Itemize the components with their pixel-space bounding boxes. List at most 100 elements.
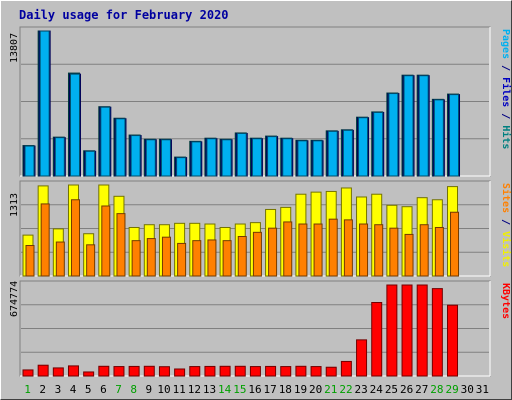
bar-sites-day-17 bbox=[268, 227, 278, 277]
bar-kbytes-day-4 bbox=[67, 365, 79, 377]
day-label-28: 28 bbox=[430, 383, 443, 396]
bar-sites-day-3 bbox=[55, 241, 65, 277]
bar-pages-day-22 bbox=[342, 129, 353, 177]
bar-sites-day-26 bbox=[404, 233, 414, 277]
bar-kbytes-day-7 bbox=[113, 366, 125, 377]
bar-pages-day-28 bbox=[433, 99, 444, 177]
bar-pages-day-13 bbox=[206, 138, 217, 177]
bar-pages-day-5 bbox=[85, 150, 96, 177]
bar-sites-day-6 bbox=[101, 205, 111, 277]
bar-kbytes-day-26 bbox=[401, 284, 413, 377]
bar-kbytes-day-8 bbox=[128, 365, 140, 377]
bar-sites-day-12 bbox=[192, 240, 202, 277]
day-label-2: 2 bbox=[39, 383, 46, 396]
bar-sites-day-9 bbox=[146, 238, 156, 277]
bar-kbytes-day-19 bbox=[295, 365, 307, 377]
bar-sites-day-25 bbox=[389, 227, 399, 277]
day-label-23: 23 bbox=[355, 383, 368, 396]
day-label-20: 20 bbox=[309, 383, 322, 396]
day-label-13: 13 bbox=[203, 383, 216, 396]
bar-sites-day-8 bbox=[131, 240, 141, 277]
bar-sites-day-20 bbox=[313, 223, 323, 277]
day-label-24: 24 bbox=[370, 383, 384, 396]
bar-pages-day-10 bbox=[160, 139, 171, 177]
bar-pages-day-1 bbox=[24, 145, 35, 177]
bar-pages-day-29 bbox=[449, 94, 460, 177]
axis-label-part: Visits bbox=[500, 231, 512, 267]
day-label-1: 1 bbox=[24, 383, 31, 396]
bar-kbytes-day-27 bbox=[416, 284, 428, 377]
day-label-4: 4 bbox=[70, 383, 77, 396]
day-label-22: 22 bbox=[339, 383, 352, 396]
chart-title: Daily usage for February 2020 bbox=[19, 8, 229, 22]
bar-pages-day-2 bbox=[39, 30, 50, 177]
bar-kbytes-day-25 bbox=[386, 284, 398, 377]
axis-label-part: / bbox=[500, 59, 511, 77]
panel-hits-files-pages-axis-label: Pages / Files / Hits bbox=[500, 29, 512, 149]
day-label-17: 17 bbox=[264, 383, 277, 396]
bar-kbytes-day-24 bbox=[371, 302, 383, 377]
bar-kbytes-day-1 bbox=[22, 369, 34, 377]
bar-pages-day-20 bbox=[312, 140, 323, 177]
bar-sites-day-4 bbox=[70, 199, 80, 277]
bar-kbytes-day-18 bbox=[280, 366, 292, 377]
axis-label-part: / bbox=[500, 107, 511, 125]
bar-pages-day-14 bbox=[221, 139, 232, 177]
bar-kbytes-day-11 bbox=[174, 368, 186, 377]
bar-sites-day-2 bbox=[40, 203, 50, 277]
bar-pages-day-11 bbox=[176, 157, 187, 177]
bar-pages-day-15 bbox=[236, 132, 247, 177]
bar-pages-day-26 bbox=[403, 75, 414, 177]
day-label-14: 14 bbox=[218, 383, 232, 396]
day-label-18: 18 bbox=[279, 383, 292, 396]
bar-sites-day-22 bbox=[343, 219, 353, 277]
bar-pages-day-4 bbox=[69, 73, 80, 177]
bar-pages-day-8 bbox=[130, 135, 141, 177]
bar-pages-day-24 bbox=[373, 111, 384, 177]
bar-pages-day-21 bbox=[327, 130, 338, 177]
bar-sites-day-16 bbox=[252, 231, 262, 277]
bar-sites-day-27 bbox=[419, 224, 429, 277]
day-label-27: 27 bbox=[415, 383, 428, 396]
day-label-19: 19 bbox=[294, 383, 307, 396]
bar-pages-day-17 bbox=[267, 136, 278, 177]
bar-sites-day-21 bbox=[328, 218, 338, 277]
axis-label-part: Hits bbox=[500, 125, 512, 149]
bar-pages-day-12 bbox=[191, 141, 202, 177]
bar-pages-day-9 bbox=[145, 139, 156, 177]
bar-pages-day-27 bbox=[418, 75, 429, 177]
bar-sites-day-23 bbox=[359, 223, 369, 277]
bar-kbytes-day-23 bbox=[356, 339, 368, 377]
bar-pages-day-6 bbox=[100, 106, 111, 177]
day-label-7: 7 bbox=[115, 383, 122, 396]
bar-pages-day-3 bbox=[54, 137, 65, 177]
day-label-21: 21 bbox=[324, 383, 337, 396]
day-label-30: 30 bbox=[461, 383, 474, 396]
bar-sites-day-13 bbox=[207, 239, 217, 277]
panel-kbytes-tick-label: 674774 bbox=[9, 281, 20, 317]
axis-label-part: KBytes bbox=[500, 283, 511, 319]
panel-visits-sites-tick-label: 1313 bbox=[9, 193, 20, 217]
day-label-12: 12 bbox=[188, 383, 201, 396]
bar-kbytes-day-9 bbox=[143, 365, 155, 377]
bar-kbytes-day-17 bbox=[265, 365, 277, 377]
bar-kbytes-day-21 bbox=[325, 366, 337, 377]
bar-kbytes-day-5 bbox=[83, 371, 95, 377]
bar-kbytes-day-15 bbox=[234, 365, 246, 377]
bar-sites-day-18 bbox=[283, 221, 293, 277]
bar-kbytes-day-3 bbox=[52, 367, 64, 377]
bar-pages-day-18 bbox=[282, 138, 293, 177]
bar-sites-day-14 bbox=[222, 240, 232, 277]
bar-kbytes-day-14 bbox=[219, 365, 231, 377]
bar-kbytes-day-13 bbox=[204, 365, 216, 377]
panel-kbytes-axis-label: KBytes bbox=[500, 283, 511, 319]
day-label-25: 25 bbox=[385, 383, 398, 396]
day-label-26: 26 bbox=[400, 383, 413, 396]
bar-pages-day-23 bbox=[358, 117, 369, 177]
bar-sites-day-15 bbox=[237, 235, 247, 277]
bar-kbytes-day-20 bbox=[310, 366, 322, 377]
axis-label-part: Files bbox=[500, 77, 512, 107]
day-label-8: 8 bbox=[130, 383, 137, 396]
bar-kbytes-day-16 bbox=[249, 366, 261, 377]
